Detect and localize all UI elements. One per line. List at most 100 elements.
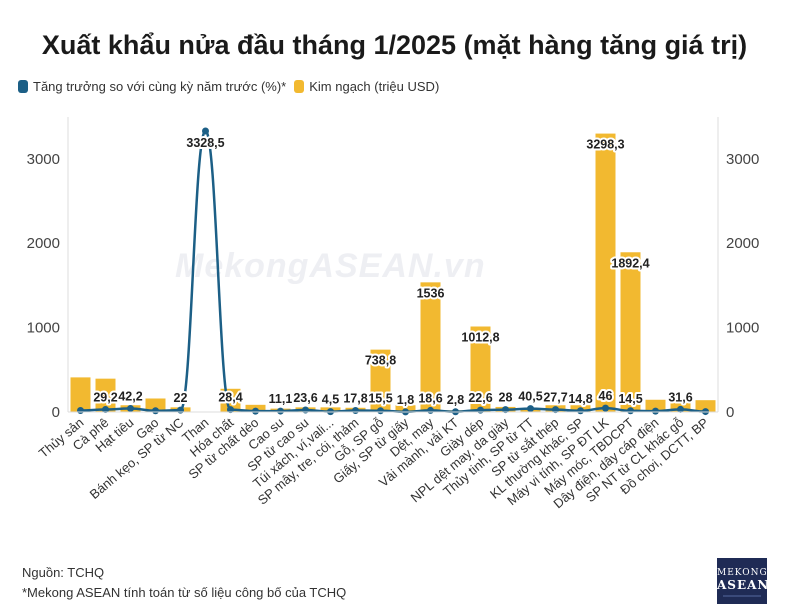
line-point [152, 407, 159, 415]
line-label-halo: 3328,5 [186, 136, 224, 150]
line-label: 22,6 [468, 391, 492, 405]
line-label-halo: 14,5 [618, 392, 642, 406]
logo-line2: ASEAN [717, 578, 770, 592]
line-label-halo: 31,6 [668, 390, 692, 404]
legend-swatch-line [18, 80, 28, 93]
bar-label-halo: 738,8 [365, 354, 396, 368]
bar [145, 398, 166, 412]
line-label: 15,5 [368, 392, 392, 406]
chart-title: Xuất khẩu nửa đầu tháng 1/2025 (mặt hàng… [41, 30, 748, 60]
line-label: 3328,5 [186, 136, 224, 150]
line-point [427, 406, 434, 414]
line-label: 2,8 [447, 393, 464, 407]
left-tick-label: 1000 [27, 320, 60, 337]
bar [695, 400, 716, 412]
bar [95, 378, 116, 412]
line-label-halo: 23,6 [293, 391, 317, 405]
bars [70, 133, 716, 413]
line-label: 23,6 [293, 391, 317, 405]
line-label-halo: 27,7 [543, 391, 567, 405]
right-tick-label: 2000 [726, 235, 759, 252]
line-label-halo: 42,2 [118, 389, 142, 403]
bar-label: 1892,4 [611, 256, 649, 270]
bar [620, 252, 641, 412]
line-point [602, 404, 609, 412]
legend-item-bar[interactable]: Kim ngạch (triệu USD) [294, 79, 439, 94]
line-label-halo: 15,5 [368, 392, 392, 406]
line-path [80, 129, 706, 414]
logo-bar [723, 595, 761, 597]
line-label-halo: 28,4 [218, 391, 242, 405]
left-tick-label: 0 [52, 404, 60, 421]
bar [370, 349, 391, 412]
line-label-halo: 14,8 [568, 392, 592, 406]
legend: Tăng trưởng so với cùng kỳ năm trước (%)… [18, 79, 447, 94]
line-point [202, 127, 209, 135]
line-point [227, 406, 234, 414]
line-label: 27,7 [543, 391, 567, 405]
logo-line1: MEKONG [717, 568, 768, 578]
line-label-halo: 22,6 [468, 391, 492, 405]
mekong-asean-logo: MEKONG ASEAN [717, 558, 770, 604]
line-point [252, 407, 259, 415]
line-label-halo: 4,5 [322, 393, 339, 407]
line-point [127, 404, 134, 412]
right-tick-label: 0 [726, 404, 734, 421]
line-point [177, 406, 184, 414]
line-label: 46 [599, 389, 613, 403]
source-note: Nguồn: TCHQ [22, 565, 105, 580]
line-point [652, 407, 659, 415]
line-label: 31,6 [668, 390, 692, 404]
bar [70, 377, 91, 412]
line-point [527, 405, 534, 413]
left-tick-label: 2000 [27, 235, 60, 252]
line-label-halo: 46 [599, 389, 613, 403]
line-label-halo: 18,6 [418, 391, 442, 405]
line-label-halo: 17,8 [343, 391, 367, 405]
line-label: 17,8 [343, 391, 367, 405]
line-point [502, 406, 509, 414]
watermark: MekongASEAN.vn [175, 247, 486, 285]
line-point [627, 407, 634, 415]
bar [595, 133, 616, 413]
bar-label-halo: 1012,8 [461, 331, 499, 345]
line-point [77, 406, 84, 414]
line-point [102, 406, 109, 414]
line-label-halo: 11,1 [269, 392, 293, 406]
line-label-halo: 1,8 [397, 393, 414, 407]
bar [420, 282, 441, 412]
line-point [277, 407, 284, 415]
legend-label-bar: Kim ngạch (triệu USD) [309, 79, 440, 94]
line-label-halo: 40,5 [518, 390, 542, 404]
line-label: 4,5 [322, 393, 339, 407]
line-label: 14,5 [618, 392, 642, 406]
left-tick-label: 3000 [27, 151, 60, 168]
line-point [377, 407, 384, 415]
bar-label-halo: 3298,3 [586, 138, 624, 152]
legend-label-line: Tăng trưởng so với cùng kỳ năm trước (%)… [33, 79, 287, 94]
bar [470, 326, 491, 412]
line-label-halo: 28 [499, 391, 513, 405]
line-label: 11,1 [269, 392, 293, 406]
line-point [552, 406, 559, 414]
line-label: 14,8 [568, 392, 592, 406]
line-label-halo: 2,8 [447, 393, 464, 407]
line-label: 22 [174, 391, 188, 405]
right-tick-label: 3000 [726, 151, 759, 168]
line-label: 29,2 [93, 391, 117, 405]
right-tick-label: 1000 [726, 320, 759, 337]
bar-label-halo: 1892,4 [611, 256, 649, 270]
bar [645, 399, 666, 412]
line-label-halo: 29,2 [93, 391, 117, 405]
line-point [677, 405, 684, 413]
line-label: 40,5 [518, 390, 542, 404]
line-label: 28 [499, 391, 513, 405]
line-label: 18,6 [418, 391, 442, 405]
bar-label: 3298,3 [586, 138, 624, 152]
legend-item-line[interactable]: Tăng trưởng so với cùng kỳ năm trước (%)… [18, 79, 286, 94]
bar-label: 738,8 [365, 354, 396, 368]
bar-label: 1012,8 [461, 331, 499, 345]
bar-label: 1536 [417, 286, 445, 300]
